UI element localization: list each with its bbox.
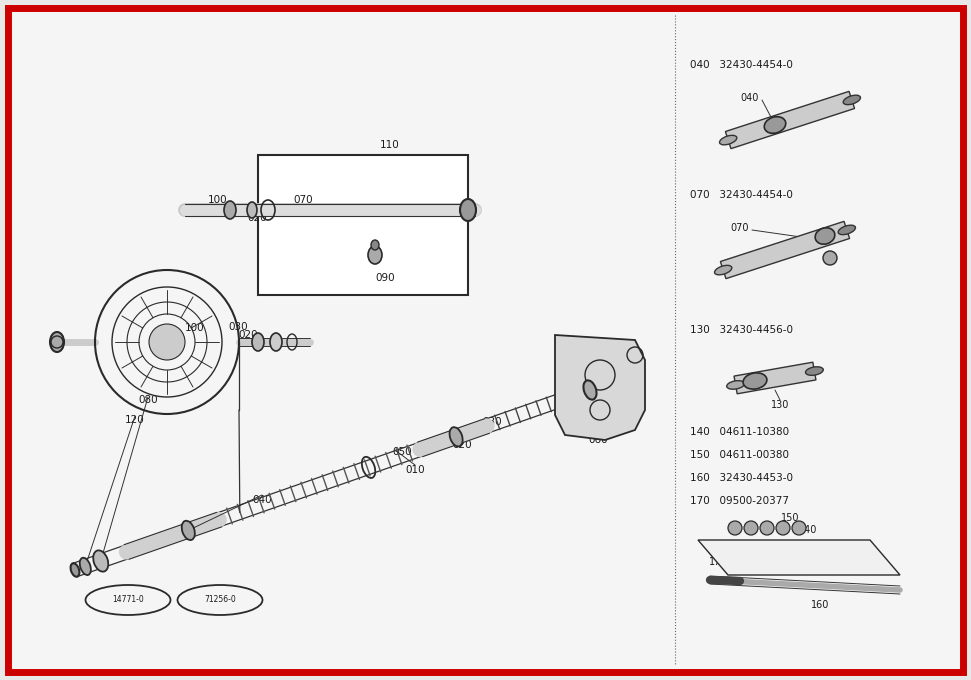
Ellipse shape [776,521,790,535]
Text: 020: 020 [452,440,472,450]
Text: 090: 090 [375,273,395,283]
Text: 050: 050 [392,447,412,457]
Ellipse shape [371,240,379,250]
Text: 030: 030 [228,322,248,332]
Polygon shape [698,540,900,575]
Ellipse shape [460,199,476,221]
Text: 070: 070 [293,195,313,205]
Text: 080: 080 [138,395,158,405]
Ellipse shape [247,202,257,218]
Polygon shape [720,222,850,279]
Ellipse shape [726,381,745,389]
Text: 100: 100 [208,195,228,205]
Polygon shape [725,91,854,149]
Text: 160: 160 [811,600,829,610]
Text: 040   32430-4454-0: 040 32430-4454-0 [690,60,793,70]
Text: 130   32430-4456-0: 130 32430-4456-0 [690,325,793,335]
Text: 030: 030 [234,203,253,213]
Ellipse shape [584,380,596,400]
Text: 14771-0: 14771-0 [112,596,144,605]
Text: 100: 100 [185,323,205,333]
Text: 140: 140 [799,525,818,535]
Ellipse shape [838,225,855,235]
Text: 150: 150 [781,513,799,523]
Ellipse shape [71,563,80,577]
Polygon shape [734,362,816,394]
Ellipse shape [816,228,835,244]
Text: 140   04611-10380: 140 04611-10380 [690,427,789,437]
Ellipse shape [806,367,823,375]
Ellipse shape [743,373,767,389]
Text: 040: 040 [741,93,759,103]
Text: 040: 040 [252,495,272,505]
Ellipse shape [744,521,758,535]
Text: 170: 170 [709,557,727,567]
Ellipse shape [224,201,236,219]
Text: 020: 020 [248,213,267,223]
Ellipse shape [720,135,737,145]
Ellipse shape [93,550,109,572]
Ellipse shape [843,95,860,105]
Ellipse shape [270,333,282,351]
Text: 070   32430-4454-0: 070 32430-4454-0 [690,190,793,200]
Ellipse shape [728,521,742,535]
Text: 020: 020 [238,330,258,340]
Ellipse shape [792,521,806,535]
Ellipse shape [764,117,786,133]
Ellipse shape [368,246,382,264]
Polygon shape [258,155,468,295]
Text: 130: 130 [771,400,789,410]
Ellipse shape [80,558,91,575]
Text: 010: 010 [405,465,425,475]
Circle shape [823,251,837,265]
Ellipse shape [50,332,64,352]
Ellipse shape [450,427,462,447]
Text: 060: 060 [588,435,608,445]
Ellipse shape [182,521,195,540]
Ellipse shape [252,333,264,351]
Text: 150   04611-00380: 150 04611-00380 [690,450,789,460]
Circle shape [149,324,185,360]
Text: 070: 070 [731,223,750,233]
Text: 71256-0: 71256-0 [204,596,236,605]
Ellipse shape [715,265,732,275]
Ellipse shape [760,521,774,535]
Text: 120: 120 [125,415,145,425]
Text: 030: 030 [483,417,502,427]
Text: 110: 110 [380,140,400,150]
Polygon shape [555,335,645,440]
Text: 170   09500-20377: 170 09500-20377 [690,496,789,506]
Text: 160   32430-4453-0: 160 32430-4453-0 [690,473,793,483]
